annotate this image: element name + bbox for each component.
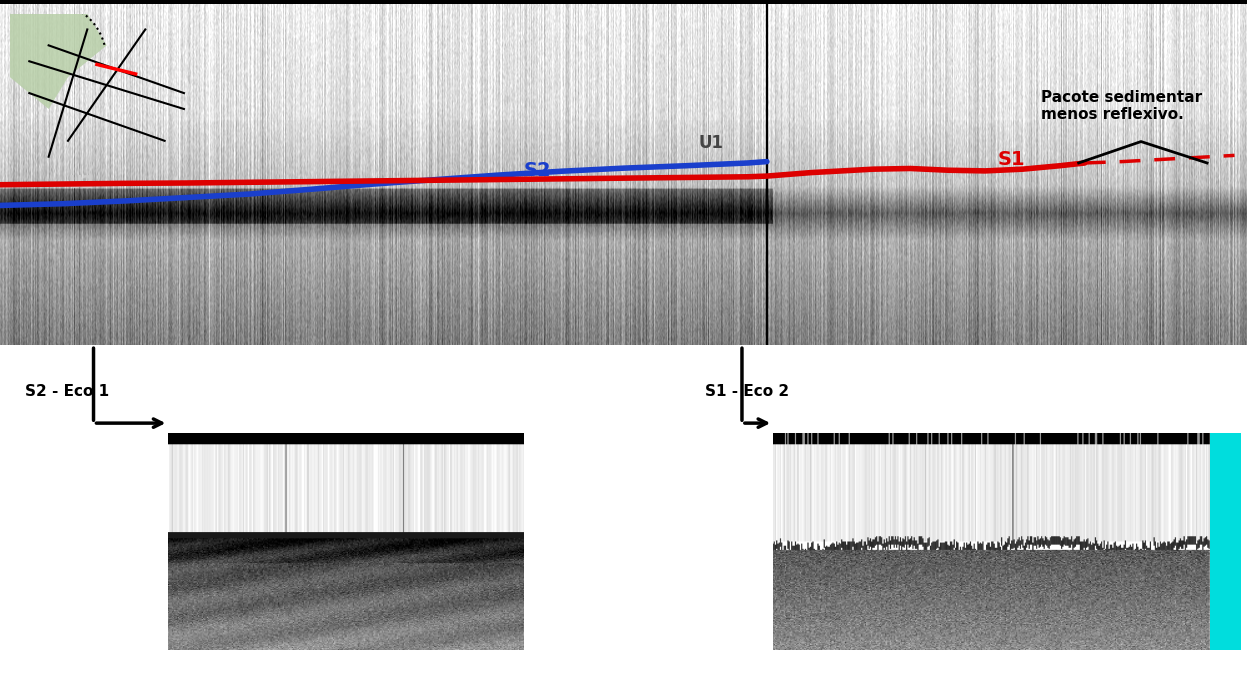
- Text: S1 - Eco 2: S1 - Eco 2: [705, 384, 788, 399]
- Text: Pacote sedimentar
menos reflexivo.: Pacote sedimentar menos reflexivo.: [1041, 90, 1202, 122]
- Bar: [1210, 433, 1241, 650]
- Text: S2: S2: [524, 161, 551, 180]
- Text: S2 - Eco 1: S2 - Eco 1: [25, 384, 108, 399]
- Text: U1: U1: [698, 135, 723, 152]
- Polygon shape: [10, 14, 107, 109]
- Text: S1: S1: [998, 150, 1025, 169]
- Text: U2: U2: [69, 174, 94, 192]
